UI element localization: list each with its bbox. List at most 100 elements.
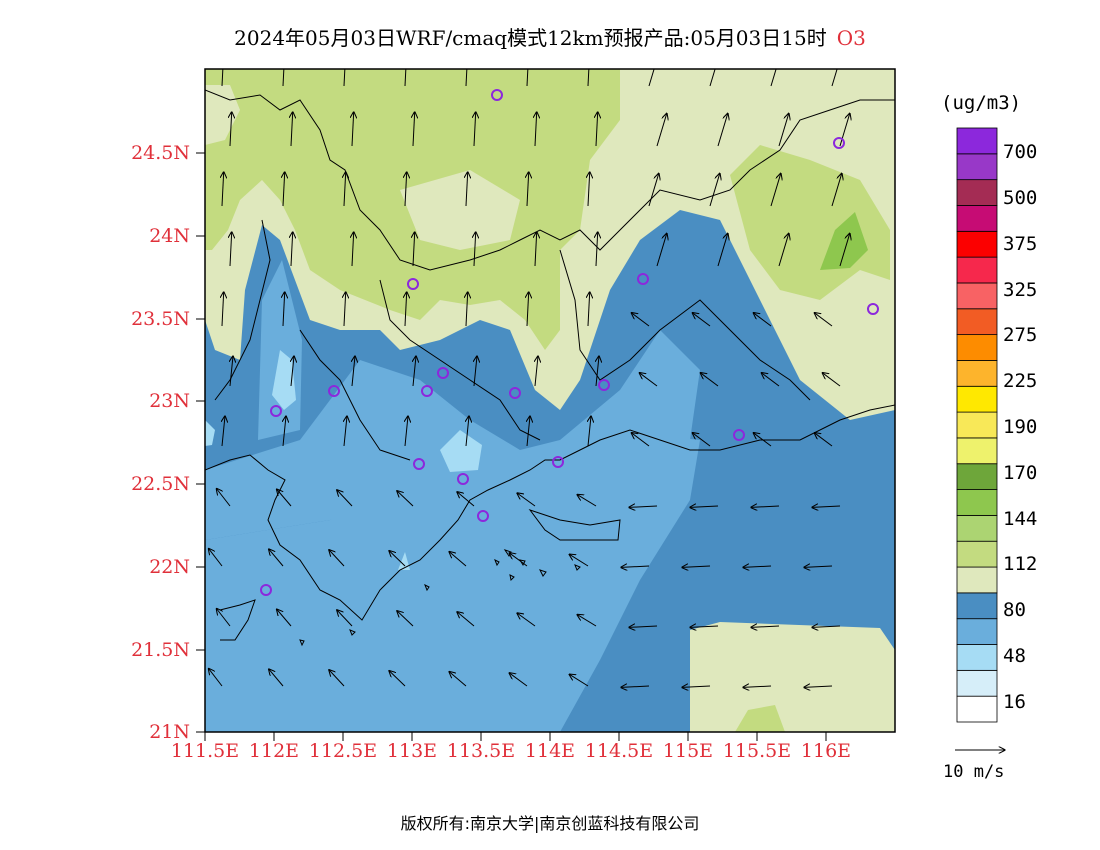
colorbar-label: 80	[1003, 599, 1026, 621]
colorbar-label: 225	[1003, 370, 1038, 392]
x-tick-label: 113.5E	[446, 740, 516, 762]
wind-arrow	[596, 356, 599, 387]
wind-arrow	[753, 433, 772, 447]
wind-arrow	[629, 506, 658, 507]
station-marker	[457, 473, 469, 485]
y-tick-label: 23N	[149, 390, 190, 412]
wind-arrow	[751, 626, 780, 627]
wind-arrow	[465, 69, 468, 87]
colorbar-swatch	[956, 153, 998, 181]
wind-arrow	[770, 69, 777, 87]
wind-arrow	[648, 173, 659, 207]
colorbar-swatch	[956, 463, 998, 490]
wind-arrow	[466, 292, 468, 327]
y-tick-label: 23.5N	[131, 308, 190, 330]
wind-arrow	[217, 489, 231, 507]
wind-arrow	[804, 686, 833, 687]
wind-arrow	[282, 69, 285, 87]
wind-arrow	[413, 232, 415, 267]
colorbar-swatch	[956, 644, 998, 671]
station-marker	[260, 584, 272, 596]
colorbar-swatch	[956, 282, 998, 310]
colorbar-swatch	[956, 566, 998, 594]
colorbar-label: 190	[1003, 416, 1038, 438]
wind-arrow	[804, 566, 833, 567]
colorbar-label: 16	[1003, 691, 1026, 713]
colorbar-swatch	[956, 256, 998, 284]
x-tick-label: 116E	[800, 740, 852, 762]
field-80-112-center	[400, 170, 520, 250]
field-80-112-ne	[650, 75, 720, 175]
wind-arrow	[743, 566, 772, 567]
wind-arrow	[413, 112, 415, 147]
colorbar-swatch	[956, 592, 998, 620]
wind-arrow	[221, 69, 224, 87]
wind-arrow	[389, 551, 406, 567]
wind-arrow	[352, 112, 354, 147]
station-marker	[552, 456, 564, 468]
x-tick-label: 111.5E	[170, 740, 240, 762]
wind-arrow	[814, 433, 833, 447]
wind-arrow	[217, 609, 231, 627]
wind-arrow	[269, 669, 284, 687]
field-lightblue-center	[440, 430, 482, 472]
coastline	[205, 89, 895, 641]
wind-arrow	[761, 373, 780, 387]
wind-arrow	[343, 69, 346, 87]
station-marker	[637, 273, 649, 285]
wind-arrow	[588, 292, 590, 327]
wind-arrow	[527, 292, 529, 327]
colorbar-swatch	[956, 618, 998, 645]
x-tick-label: 115.5E	[722, 740, 792, 762]
wind-arrow	[682, 566, 711, 567]
colorbar-swatch	[956, 308, 998, 336]
wind-arrow	[656, 113, 667, 147]
wind-arrow	[344, 416, 347, 447]
wind-arrow	[405, 292, 407, 327]
wind-arrow	[449, 672, 467, 687]
wind-arrow	[517, 493, 536, 507]
wind-arrow	[230, 232, 232, 267]
colorbar-swatch	[956, 437, 998, 465]
wind-arrow	[629, 626, 658, 627]
wind-arrow	[413, 356, 416, 387]
wind-arrow	[291, 232, 293, 267]
wind-arrow	[405, 172, 407, 207]
wind-arrow	[466, 416, 469, 447]
colorbar-swatch	[956, 127, 998, 155]
colorbar-label: 500	[1003, 187, 1038, 209]
x-tick-label: 115E	[662, 740, 714, 762]
wind-arrow	[751, 506, 780, 507]
wind-arrow	[631, 433, 650, 447]
wind-arrow	[466, 172, 468, 207]
wind-arrow	[690, 506, 719, 507]
wind-arrow	[690, 626, 719, 627]
colorbar-label: 275	[1003, 324, 1038, 346]
wind-arrow	[717, 233, 728, 267]
field-16-48-coast	[205, 330, 700, 540]
y-tick-label: 22N	[149, 556, 190, 578]
wind-arrow	[527, 172, 529, 207]
wind-arrow	[277, 609, 292, 627]
wind-arrow	[770, 173, 781, 207]
wind-arrow	[535, 112, 537, 147]
y-tick-label: 22.5N	[131, 473, 190, 495]
colorbar-swatch	[956, 514, 998, 542]
wind-arrow	[753, 313, 772, 327]
station-marker	[733, 429, 745, 441]
wind-arrow	[577, 615, 597, 627]
wind-arrow	[277, 489, 292, 507]
wind-scale-label: 10 m/s	[943, 762, 1005, 782]
wind-arrow	[812, 506, 841, 507]
wind-arrow	[397, 611, 414, 627]
wind-arrow	[778, 113, 789, 147]
x-tick-label: 112E	[248, 740, 300, 762]
field-lightblue-small	[398, 552, 410, 570]
wind-arrow	[656, 233, 667, 267]
wind-arrow	[230, 112, 232, 147]
x-tick-label: 114.5E	[584, 740, 654, 762]
wind-arrow	[344, 172, 346, 207]
concentration-field	[205, 69, 895, 732]
wind-arrow	[389, 671, 406, 687]
